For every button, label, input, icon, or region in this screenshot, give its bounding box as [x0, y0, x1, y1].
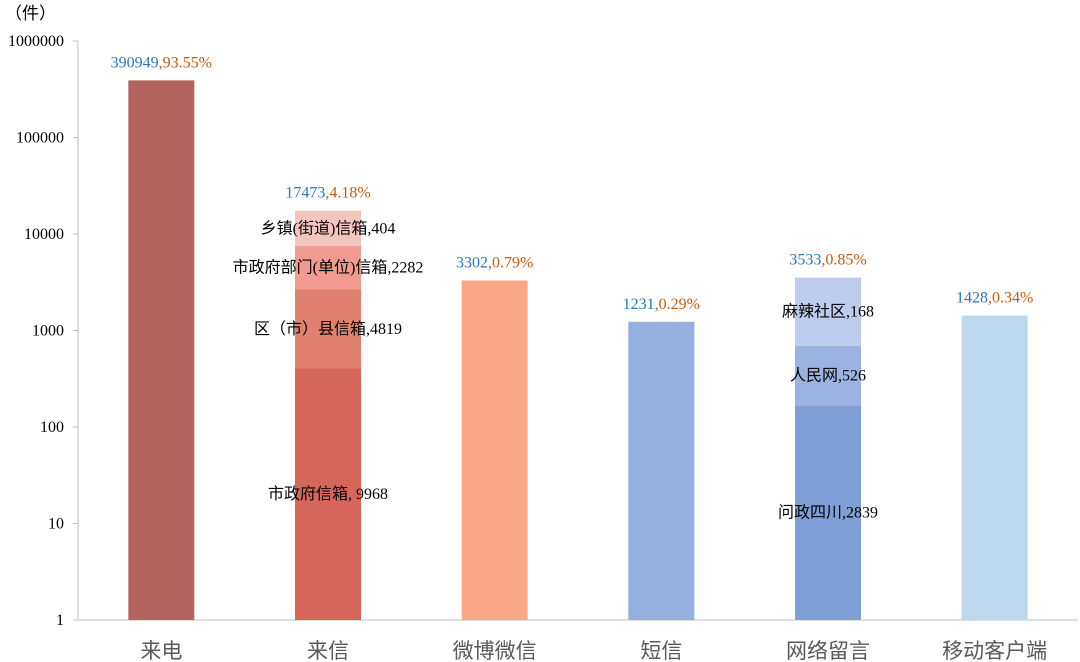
- y-tick-label: 1: [56, 612, 64, 629]
- bar-value-label: 3302,0.79%: [456, 254, 533, 271]
- bar-group: 市政府信箱, 9968 区（市）县信箱,4819 市政府部门(单位)信箱,2282 乡…: [233, 185, 424, 620]
- category-label: 来电: [140, 639, 182, 662]
- bar-value-label: 390949,93.55%: [111, 54, 212, 71]
- bar-percent-text: 0.34%: [992, 290, 1033, 307]
- category-label: 网络留言: [786, 639, 870, 662]
- bar: [128, 80, 195, 620]
- label-separator: ,: [325, 185, 329, 202]
- segment-label: 人民网,526: [790, 367, 866, 385]
- bar-segment: [295, 210, 361, 247]
- category-label: 移动客户端: [942, 639, 1047, 662]
- label-separator: ,: [655, 296, 659, 313]
- y-tick-label: 100: [40, 419, 64, 436]
- segment-label: 麻辣社区,168: [782, 303, 874, 321]
- segment-label: 市政府信箱, 9968: [268, 485, 388, 503]
- y-tick-label: 1000: [32, 323, 64, 340]
- y-tick-label: 100000: [16, 130, 64, 147]
- bar-percent-text: 4.18%: [329, 185, 370, 202]
- bar-segment: [795, 277, 861, 346]
- bar: [461, 280, 528, 620]
- bar-group: 390949,93.55%: [111, 54, 212, 620]
- bar-percent-text: 0.79%: [492, 254, 533, 271]
- bar-percent-text: 0.85%: [825, 252, 866, 269]
- segment-label: 区（市）县信箱,4819: [254, 320, 402, 338]
- bar-segment: [295, 289, 361, 369]
- category-label: 短信: [640, 639, 682, 662]
- bar-count-text: 3302: [456, 254, 488, 271]
- y-tick-label: 10: [48, 516, 64, 533]
- bar-count-text: 3533: [789, 252, 821, 269]
- bar: [961, 315, 1028, 620]
- category-label: 微博微信: [453, 639, 537, 662]
- bar-count-text: 1428: [956, 290, 988, 307]
- bar-group: 问政四川,2839 人民网,526 麻辣社区,168 3533,0.85%: [778, 252, 878, 620]
- axes: 1000000 100000 10000 1000 100 10 1: [8, 33, 1078, 629]
- bar-count-text: 17473: [285, 185, 325, 202]
- bar: [628, 321, 695, 620]
- bar-segment: [795, 405, 861, 620]
- segment-label: 市政府部门(单位)信箱,2282: [233, 259, 424, 277]
- label-separator: ,: [159, 54, 163, 71]
- y-tick-label: 1000000: [8, 33, 64, 50]
- bar-segment: [295, 246, 361, 290]
- bar-percent-text: 0.29%: [659, 296, 700, 313]
- bar-group: 3302,0.79%: [456, 254, 533, 620]
- bar-count-text: 1231: [623, 296, 655, 313]
- bar-group: 1231,0.29%: [623, 296, 700, 620]
- y-tick-label: 10000: [24, 226, 64, 243]
- bar-value-label: 1428,0.34%: [956, 290, 1033, 307]
- bar-value-label: 17473,4.18%: [285, 185, 370, 202]
- bar-count-text: 390949: [111, 54, 159, 71]
- segment-label: 乡镇(街道)信箱,404: [261, 219, 396, 237]
- bar-segment: [295, 368, 361, 620]
- bar-value-label: 1231,0.29%: [623, 296, 700, 313]
- bar-percent-text: 93.55%: [163, 54, 212, 71]
- label-separator: ,: [488, 254, 492, 271]
- bar-group: 1428,0.34%: [956, 290, 1033, 620]
- segment-label: 问政四川,2839: [778, 504, 878, 522]
- label-separator: ,: [988, 290, 992, 307]
- label-separator: ,: [821, 252, 825, 269]
- category-label: 来信: [307, 639, 349, 662]
- y-axis-unit-label: （件）: [5, 4, 56, 23]
- bar-value-label: 3533,0.85%: [789, 252, 866, 269]
- bar-segment: [795, 345, 861, 406]
